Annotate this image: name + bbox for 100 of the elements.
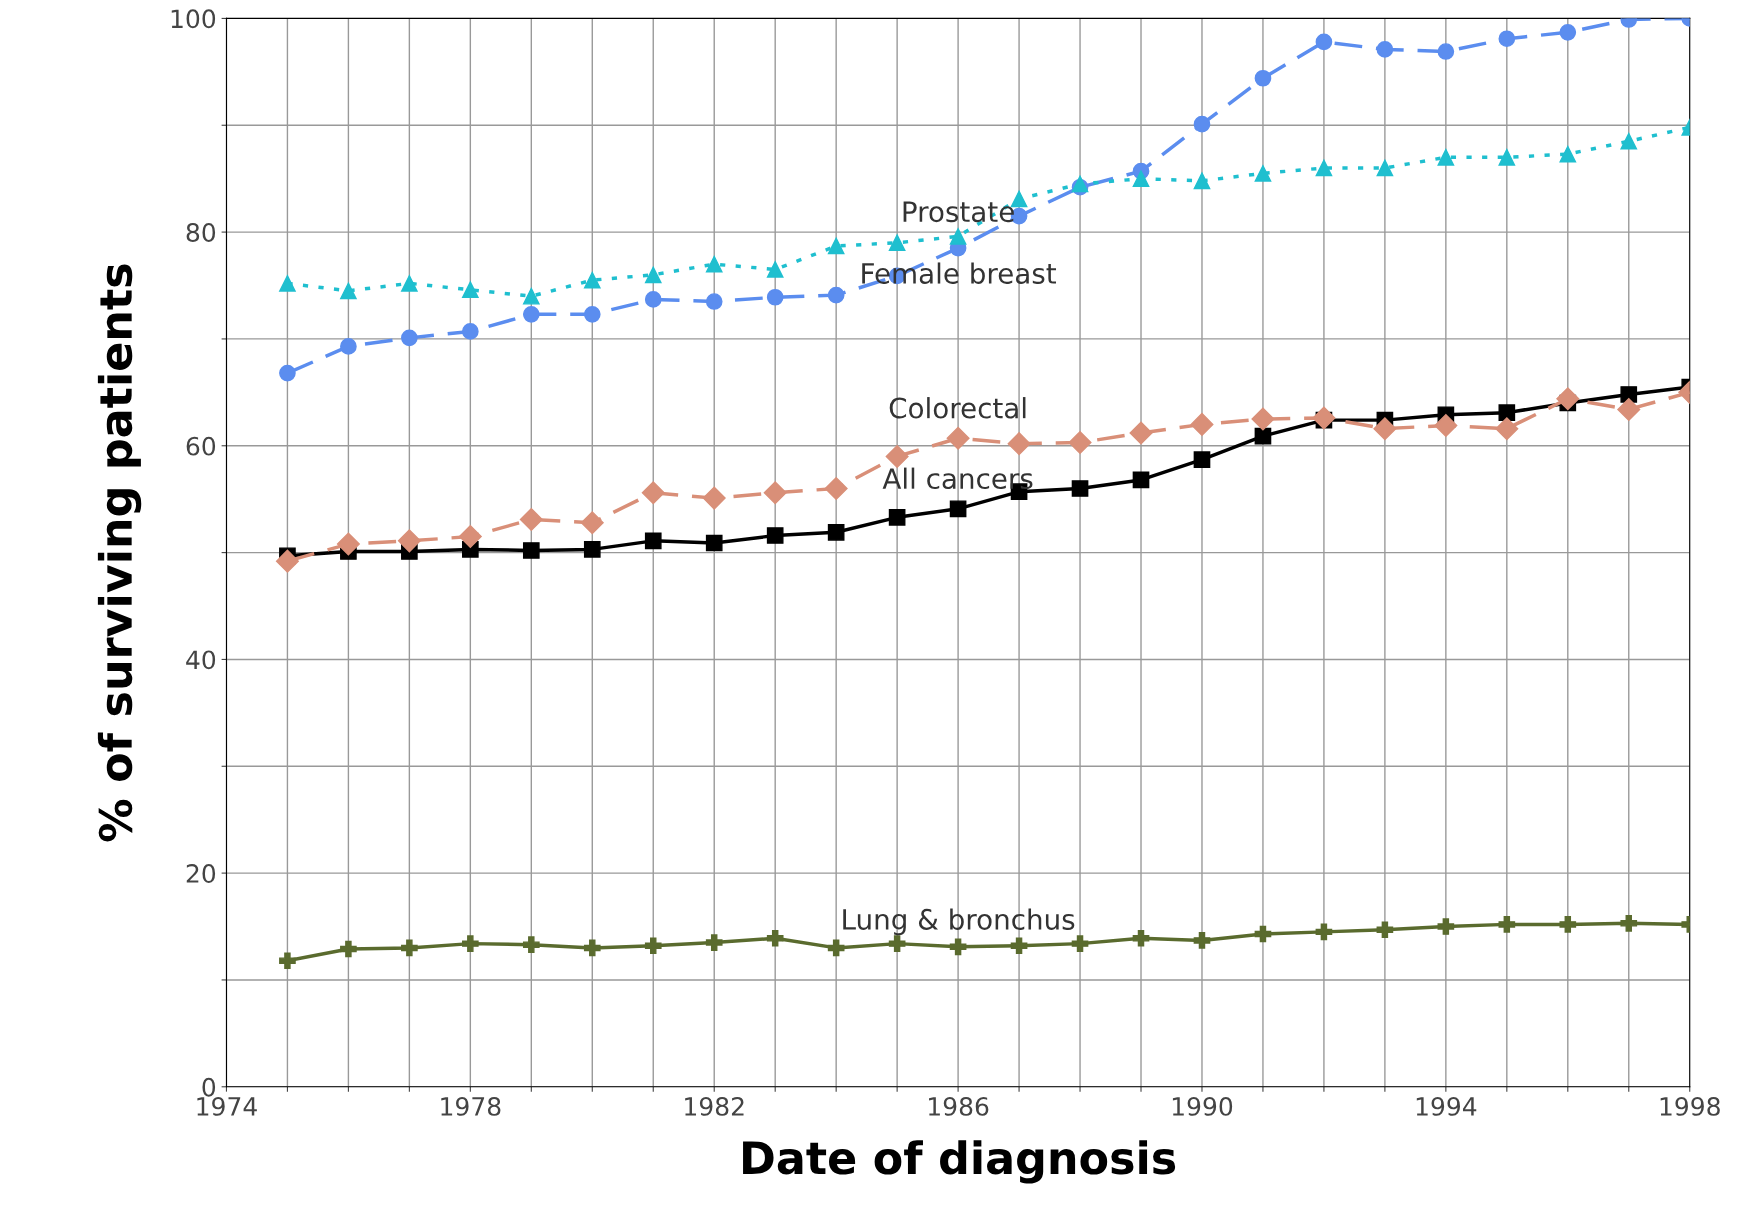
point xyxy=(458,525,482,549)
point xyxy=(1251,407,1275,431)
point xyxy=(949,228,967,245)
point xyxy=(1620,132,1638,150)
point xyxy=(1132,929,1150,947)
point xyxy=(583,271,601,289)
point xyxy=(763,481,787,505)
point xyxy=(1071,480,1089,497)
point xyxy=(1620,914,1638,932)
point xyxy=(824,477,848,500)
point xyxy=(1617,397,1641,421)
point xyxy=(888,935,906,952)
point xyxy=(888,234,906,252)
point xyxy=(522,306,540,323)
point xyxy=(827,939,845,957)
point xyxy=(1620,386,1638,403)
point xyxy=(336,532,360,556)
point xyxy=(1559,23,1577,41)
point xyxy=(1437,918,1455,935)
point xyxy=(1193,115,1211,133)
point xyxy=(1315,923,1333,941)
point xyxy=(462,323,479,340)
series-label: All cancers xyxy=(882,467,1033,490)
point xyxy=(1010,937,1028,955)
point xyxy=(827,286,845,304)
y-tick-label: 40 xyxy=(186,650,216,670)
point xyxy=(705,293,723,310)
y-tick-label: 100 xyxy=(171,9,216,29)
point xyxy=(949,938,967,956)
point xyxy=(1495,417,1519,441)
point xyxy=(1315,159,1333,177)
x-tick-label: 1982 xyxy=(685,1096,744,1116)
point xyxy=(1498,30,1516,48)
point xyxy=(766,288,784,306)
point xyxy=(1190,412,1214,436)
point xyxy=(583,306,601,323)
point xyxy=(1376,159,1394,177)
point xyxy=(397,529,421,553)
point xyxy=(1315,33,1333,51)
point xyxy=(340,338,357,355)
point xyxy=(1559,916,1577,933)
point xyxy=(641,481,665,505)
point xyxy=(1434,413,1458,437)
point xyxy=(1376,41,1394,58)
point xyxy=(1559,145,1577,163)
point xyxy=(1254,164,1272,182)
point xyxy=(583,939,601,957)
point xyxy=(1437,43,1455,60)
y-tick-label: 60 xyxy=(186,436,216,456)
series-label: Colorectal xyxy=(889,397,1026,419)
point xyxy=(1373,417,1397,441)
point xyxy=(1437,148,1455,166)
point xyxy=(1498,148,1516,166)
point xyxy=(522,287,540,305)
point xyxy=(279,275,296,292)
y-axis-title: % of surviving patients xyxy=(97,264,142,842)
point xyxy=(766,929,784,947)
point xyxy=(705,534,723,552)
point xyxy=(340,940,357,958)
point xyxy=(888,509,906,526)
point xyxy=(705,934,723,951)
point xyxy=(519,507,543,531)
point xyxy=(522,936,540,954)
point xyxy=(1068,431,1092,455)
point xyxy=(340,282,357,300)
x-tick-label: 1990 xyxy=(1172,1096,1233,1116)
point xyxy=(1556,387,1580,411)
x-tick-label: 1994 xyxy=(1416,1096,1477,1116)
point xyxy=(580,511,604,535)
point xyxy=(766,261,784,278)
point xyxy=(401,275,418,292)
y-tick-label: 20 xyxy=(186,864,216,883)
point xyxy=(766,527,784,544)
x-tick-label: 1986 xyxy=(929,1096,989,1116)
x-tick-label: 1998 xyxy=(1660,1096,1720,1116)
point xyxy=(1376,921,1394,939)
x-tick-label: 1978 xyxy=(441,1096,501,1116)
point xyxy=(949,500,967,518)
point xyxy=(1312,406,1336,430)
point xyxy=(644,532,662,550)
x-axis-title: Date of diagnosis xyxy=(743,1140,1176,1184)
y-tick-label: 0 xyxy=(202,1077,216,1097)
point xyxy=(1193,172,1211,190)
point xyxy=(279,952,296,970)
point xyxy=(1193,932,1211,949)
series-label: Lung & bronchus xyxy=(843,908,1075,936)
point xyxy=(1132,471,1150,489)
point xyxy=(1254,69,1272,87)
point xyxy=(705,255,723,273)
point xyxy=(885,444,909,468)
x-tick-label: 1974 xyxy=(197,1096,257,1116)
point xyxy=(401,329,418,347)
point xyxy=(1193,451,1211,468)
point xyxy=(1498,916,1516,933)
point xyxy=(946,426,970,450)
point xyxy=(462,281,479,299)
point xyxy=(279,364,296,382)
point xyxy=(1071,935,1089,952)
point xyxy=(275,549,299,573)
point xyxy=(522,542,540,559)
